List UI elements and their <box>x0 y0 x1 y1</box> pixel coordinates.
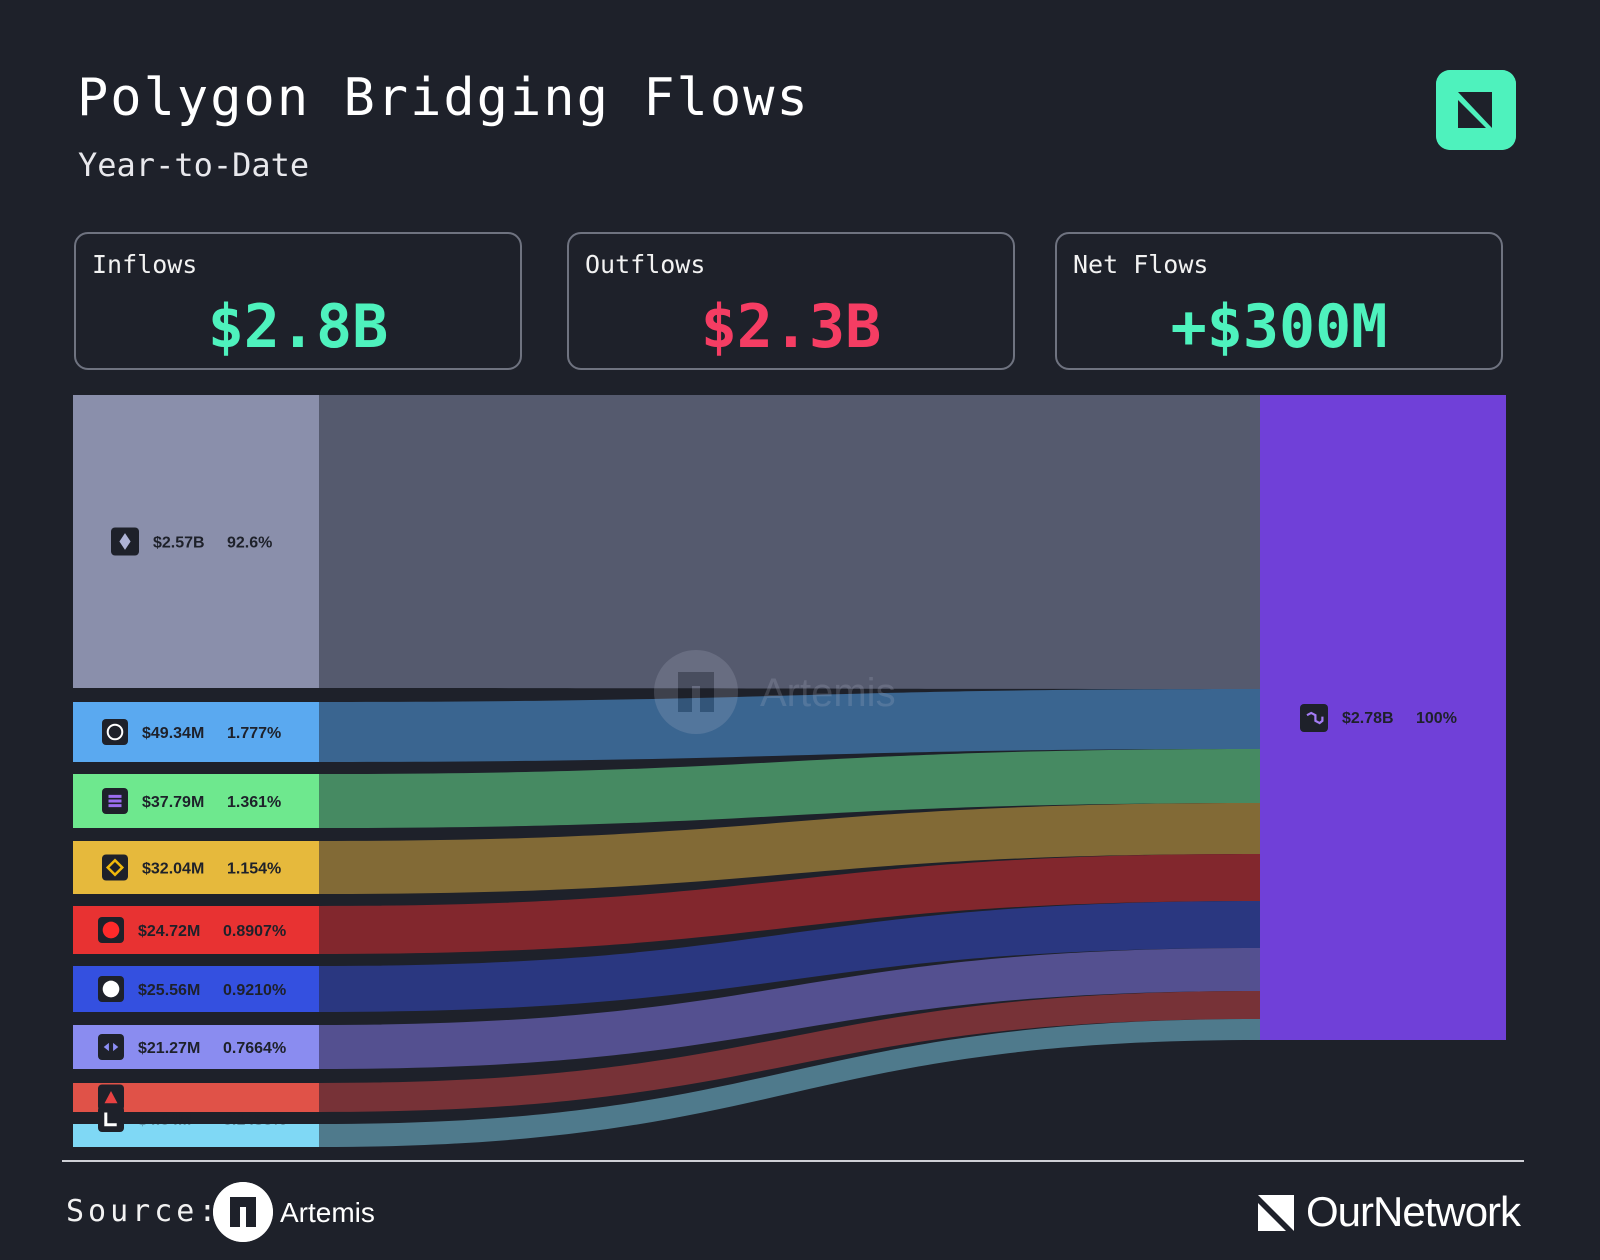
sankey-value-label-base: $25.56M <box>138 982 200 999</box>
sankey-flow-arbitrum <box>319 689 1260 762</box>
sankey-value-label-bnb: $32.04M <box>142 861 204 878</box>
zksync-icon <box>98 1034 124 1060</box>
sankey-target-share-label: 100% <box>1416 710 1457 727</box>
solana-icon <box>102 788 128 814</box>
inflows-label: Inflows <box>92 250 198 279</box>
sankey-value-label-ethereum: $2.57B <box>153 535 205 552</box>
page-title: Polygon Bridging Flows <box>77 68 810 128</box>
optimism-icon <box>98 917 124 943</box>
sankey-flow-base <box>319 901 1260 1012</box>
inflows-card: Inflows $2.8B <box>74 232 522 370</box>
outflows-label: Outflows <box>585 250 706 279</box>
outflows-card: Outflows $2.3B <box>567 232 1015 370</box>
source-name: Artemis <box>280 1197 375 1228</box>
sankey-flow-zksync <box>319 948 1260 1069</box>
net-flows-value: +$300M <box>1170 292 1388 362</box>
polygon-icon <box>1300 704 1328 732</box>
sankey-node-linea <box>73 1124 319 1147</box>
net-flows-label: Net Flows <box>1073 250 1209 279</box>
ournetwork-brand: OurNetwork <box>1306 1188 1521 1235</box>
footer-divider <box>62 1160 1524 1162</box>
artemis-logo-icon <box>213 1182 273 1242</box>
sankey-share-label-base: 0.9210% <box>223 982 286 999</box>
source-label: Source: <box>66 1194 221 1229</box>
sankey-share-label-optimism: 0.8907% <box>223 923 286 940</box>
outflows-value: $2.3B <box>700 292 882 362</box>
net-flows-card: Net Flows +$300M <box>1055 232 1503 370</box>
sankey-flow-bnb <box>319 803 1260 894</box>
sankey-value-label-arbitrum: $49.34M <box>142 725 204 742</box>
ethereum-icon <box>111 527 139 556</box>
sankey-flow-solana <box>319 749 1260 828</box>
ournetwork-mark-icon <box>1258 1195 1294 1231</box>
ournetwork-logo-icon <box>1436 70 1516 150</box>
base-icon <box>98 976 124 1002</box>
sankey-share-label-zksync: 0.7664% <box>223 1040 286 1057</box>
artemis-watermark: Artemis <box>654 650 896 734</box>
sankey-share-label-solana: 1.361% <box>227 794 281 811</box>
sankey-share-label-arbitrum: 1.777% <box>227 725 281 742</box>
sankey-share-label-linea: 0.1456% <box>223 1112 286 1129</box>
linea-icon <box>98 1106 124 1132</box>
artemis-watermark-text: Artemis <box>760 671 896 715</box>
sankey-value-label-zksync: $21.27M <box>138 1040 200 1057</box>
sankey-flow-linea <box>319 1019 1260 1147</box>
sankey-flow-ethereum <box>319 395 1260 689</box>
sankey-flow-avalanche <box>319 991 1260 1112</box>
avalanche-icon <box>98 1084 124 1111</box>
sankey-target-value-label: $2.78B <box>1342 710 1394 727</box>
sankey-share-label-bnb: 1.154% <box>227 861 281 878</box>
bnb-icon <box>102 854 128 881</box>
sankey-share-label-ethereum: 92.6% <box>227 535 272 552</box>
sankey-flow-optimism <box>319 854 1260 954</box>
sankey-value-label-solana: $37.79M <box>142 794 204 811</box>
inflows-value: $2.8B <box>207 292 389 362</box>
sankey-value-label-optimism: $24.72M <box>138 923 200 940</box>
arbitrum-icon <box>102 719 128 745</box>
page-subtitle: Year-to-Date <box>78 146 310 184</box>
sankey-value-label-linea: $4.04M <box>138 1112 191 1129</box>
